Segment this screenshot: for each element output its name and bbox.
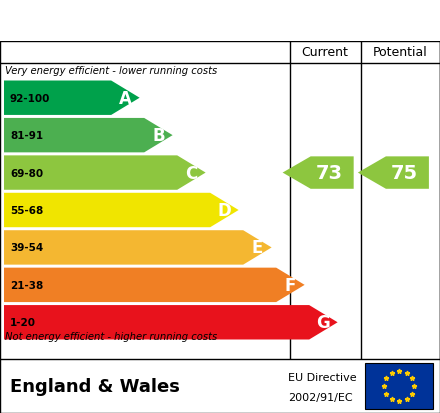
Polygon shape <box>358 157 429 189</box>
Text: Current: Current <box>302 46 348 59</box>
Text: Not energy efficient - higher running costs: Not energy efficient - higher running co… <box>5 331 217 341</box>
Text: 21-38: 21-38 <box>10 280 43 290</box>
Text: Very energy efficient - lower running costs: Very energy efficient - lower running co… <box>5 66 217 76</box>
Polygon shape <box>4 230 271 265</box>
Text: A: A <box>119 90 132 107</box>
Text: G: G <box>316 313 330 332</box>
Text: 55-68: 55-68 <box>10 206 43 216</box>
Text: E: E <box>252 239 263 257</box>
Text: England & Wales: England & Wales <box>10 377 180 395</box>
Polygon shape <box>4 268 304 302</box>
Text: C: C <box>185 164 198 182</box>
Text: 39-54: 39-54 <box>10 243 43 253</box>
Text: 1-20: 1-20 <box>10 318 36 328</box>
Text: 75: 75 <box>391 164 418 183</box>
Polygon shape <box>4 81 139 116</box>
Text: 2002/91/EC: 2002/91/EC <box>288 392 353 402</box>
Text: 69-80: 69-80 <box>10 168 43 178</box>
Text: Potential: Potential <box>373 46 428 59</box>
Polygon shape <box>4 156 205 190</box>
Text: 81-91: 81-91 <box>10 131 43 141</box>
Text: EU Directive: EU Directive <box>288 372 357 382</box>
Text: D: D <box>217 202 231 219</box>
Polygon shape <box>4 193 238 228</box>
Polygon shape <box>4 305 337 339</box>
Text: Energy Efficiency Rating: Energy Efficiency Rating <box>11 11 299 31</box>
Polygon shape <box>4 119 172 153</box>
Polygon shape <box>282 157 354 189</box>
Bar <box>365 363 433 409</box>
Text: F: F <box>285 276 296 294</box>
Text: B: B <box>152 127 165 145</box>
Text: 73: 73 <box>316 164 343 183</box>
Text: 92-100: 92-100 <box>10 93 50 104</box>
